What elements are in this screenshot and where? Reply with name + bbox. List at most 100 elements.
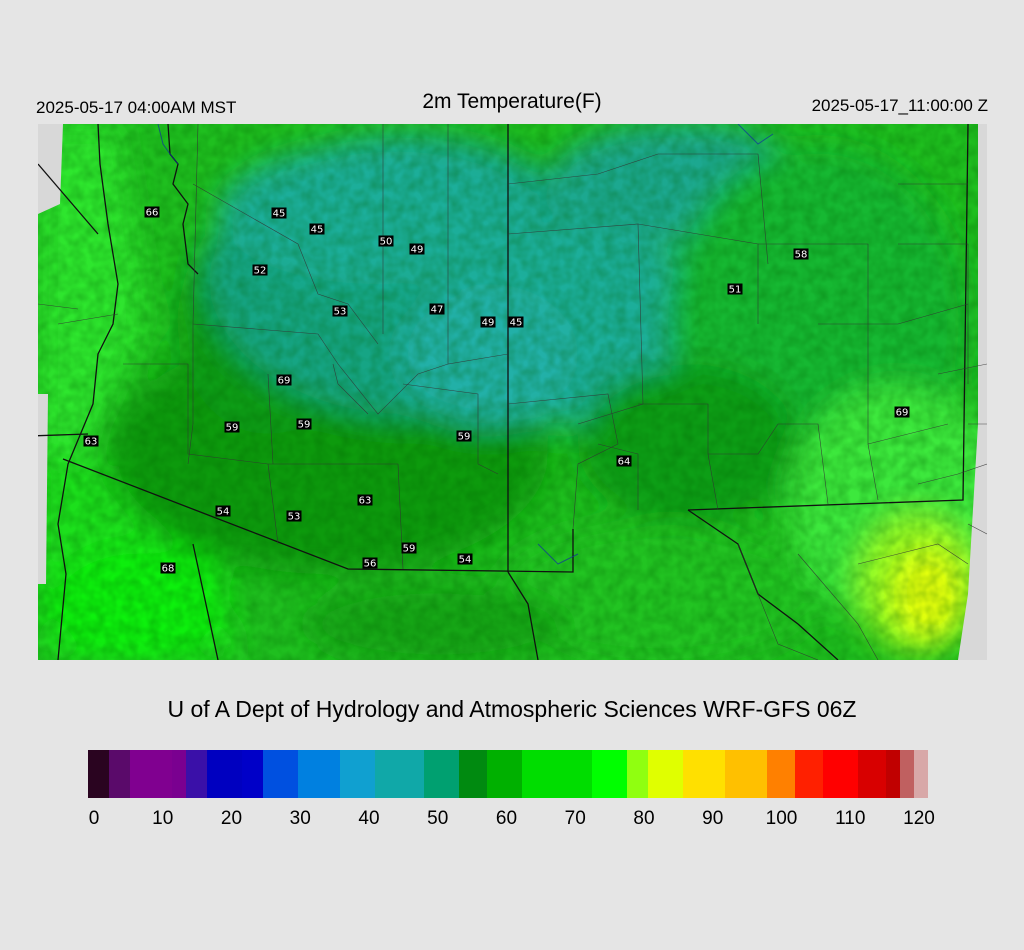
station-label-box (276, 374, 292, 386)
station-value: 66 (146, 208, 159, 219)
station-label: 69 (276, 374, 292, 387)
station-label: 59 (401, 542, 417, 555)
colorbar-swatch (116, 750, 124, 798)
station-label: 59 (456, 430, 472, 443)
colorbar-swatch (515, 750, 523, 798)
station-label: 45 (508, 316, 524, 329)
colorbar-swatch (648, 750, 656, 798)
colorbar-swatch (697, 750, 705, 798)
colorbar-swatch (144, 750, 152, 798)
colorbar-swatch (718, 750, 726, 798)
colorbar-swatch (403, 750, 411, 798)
colorbar-swatch (151, 750, 159, 798)
colorbar-swatch (88, 750, 96, 798)
station-labels: 66 45 45 50 49 52 53 47 49 45 58 51 69 59 59 63 59 64 69 63… (83, 206, 910, 575)
colorbar-swatch (781, 750, 789, 798)
colorbar-tick-label: 20 (220, 808, 243, 829)
colorbar-swatch (725, 750, 733, 798)
colorbar-swatch (746, 750, 754, 798)
colorbar-swatch (907, 750, 915, 798)
colorbar-swatch (921, 750, 928, 798)
colorbar-tick-label: 30 (289, 808, 311, 829)
out-of-domain-area (38, 394, 48, 584)
colorbar-swatch (480, 750, 488, 798)
colorbar-swatch (613, 750, 621, 798)
colorbar-swatch (606, 750, 614, 798)
station-value: 49 (411, 245, 424, 256)
station-label-box (271, 207, 287, 219)
station-label: 51 (727, 283, 743, 296)
station-value: 49 (482, 318, 495, 329)
station-label-box (480, 316, 496, 328)
station-label-box (144, 206, 160, 218)
station-label: 50 (378, 235, 394, 248)
colorbar-swatch (102, 750, 110, 798)
station-label: 56 (362, 557, 378, 570)
colorbar-swatch (172, 750, 180, 798)
map-title: 2m Temperature(F) (422, 90, 602, 113)
colorbar-swatch (788, 750, 796, 798)
station-label-box (409, 243, 425, 255)
colorbar-swatch (95, 750, 103, 798)
station-label: 59 (224, 421, 240, 434)
colorbar-swatch (851, 750, 859, 798)
station-label: 69 (894, 406, 910, 419)
station-label-box (508, 316, 524, 328)
county-borders (38, 124, 987, 660)
colorbar-swatch (900, 750, 908, 798)
colorbar-swatch (186, 750, 194, 798)
colorbar-swatch (396, 750, 404, 798)
station-label-box (215, 505, 231, 517)
colorbar-swatch (872, 750, 880, 798)
colorbar-swatch (893, 750, 901, 798)
colorbar-swatch (487, 750, 495, 798)
colorbar-swatch (802, 750, 810, 798)
station-value: 53 (288, 512, 301, 523)
colorbar-swatch (774, 750, 782, 798)
station-value: 68 (162, 564, 175, 575)
station-label: 63 (357, 494, 373, 507)
colorbar-swatch (193, 750, 201, 798)
station-label: 53 (286, 510, 302, 523)
colorbar-swatch (536, 750, 544, 798)
colorbar-tick-label: 0 (88, 808, 100, 829)
colorbar-swatch (221, 750, 229, 798)
out-of-domain-area (958, 124, 987, 660)
station-label-box (793, 248, 809, 260)
colorbar-swatch (858, 750, 866, 798)
colorbar-swatch (319, 750, 327, 798)
colorbar-swatch (529, 750, 537, 798)
colorbar-swatch (431, 750, 439, 798)
colorbar-swatch (361, 750, 369, 798)
station-value: 47 (431, 305, 444, 316)
station-value: 63 (359, 496, 372, 507)
station-value: 59 (458, 432, 471, 443)
colorbar-swatch (256, 750, 264, 798)
colorbar-tick-label: 120 (903, 808, 935, 829)
colorbar-swatch (466, 750, 474, 798)
station-label-box (252, 264, 268, 276)
rivers (157, 124, 774, 565)
colorbar-swatch (571, 750, 579, 798)
station-label-box (286, 510, 302, 522)
colorbar-tick-label: 80 (633, 808, 655, 829)
colorbar-swatch (494, 750, 502, 798)
station-label: 54 (457, 553, 473, 566)
colorbar-swatch (732, 750, 740, 798)
local-time: 2025-05-17 04:00AM MST (36, 98, 237, 117)
colorbar-swatch (424, 750, 432, 798)
colorbar-swatch (368, 750, 376, 798)
station-label: 66 (144, 206, 160, 219)
colorbar-tick-labels: 0 10 20 30 40 50 60 70 80 90 100 110 120 (0, 808, 1024, 838)
station-value: 54 (459, 555, 472, 566)
station-label-box (456, 430, 472, 442)
colorbar-swatch (627, 750, 635, 798)
colorbar-swatch (298, 750, 306, 798)
colorbar-swatch (284, 750, 292, 798)
credit-line: U of A Dept of Hydrology and Atmospheric… (167, 696, 857, 722)
station-label: 47 (429, 303, 445, 316)
colorbar-swatch (676, 750, 684, 798)
colorbar-swatch (879, 750, 887, 798)
station-label-box (160, 562, 176, 574)
station-value: 64 (618, 457, 631, 468)
